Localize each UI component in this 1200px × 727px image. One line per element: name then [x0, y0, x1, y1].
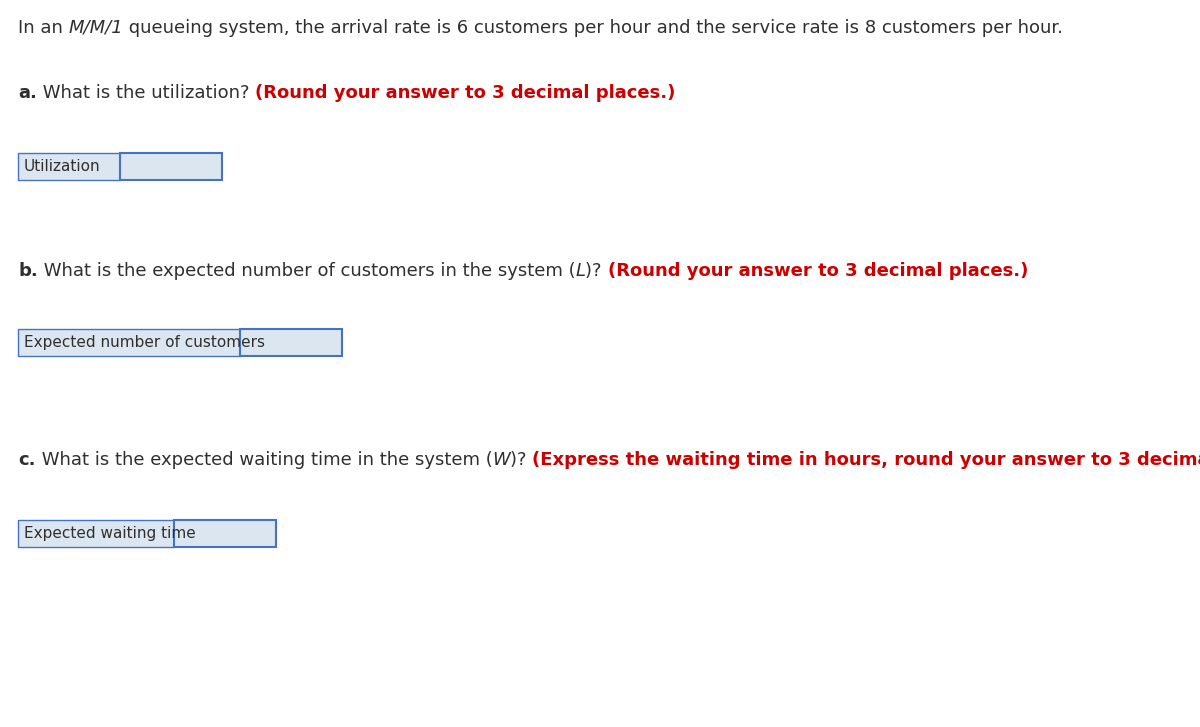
- Text: What is the expected waiting time in the system (: What is the expected waiting time in the…: [36, 451, 492, 470]
- Text: (Express the waiting time in hours, round your answer to 3 decimal places.): (Express the waiting time in hours, roun…: [533, 451, 1200, 470]
- Text: b.: b.: [18, 262, 37, 281]
- Text: (Round your answer to 3 decimal places.): (Round your answer to 3 decimal places.): [256, 84, 676, 103]
- Text: Utilization: Utilization: [24, 159, 101, 174]
- Text: W: W: [492, 451, 510, 470]
- Text: Expected number of customers: Expected number of customers: [24, 335, 265, 350]
- Text: What is the expected number of customers in the system (: What is the expected number of customers…: [37, 262, 575, 281]
- Text: (Round your answer to 3 decimal places.): (Round your answer to 3 decimal places.): [607, 262, 1028, 281]
- Text: a.: a.: [18, 84, 37, 103]
- Text: M/M/1: M/M/1: [68, 19, 124, 37]
- Text: )?: )?: [586, 262, 607, 281]
- Text: In an: In an: [18, 19, 68, 37]
- Text: What is the utilization?: What is the utilization?: [37, 84, 256, 103]
- Text: L: L: [575, 262, 586, 281]
- Text: Expected waiting time: Expected waiting time: [24, 526, 196, 541]
- Text: )?: )?: [510, 451, 533, 470]
- Text: queueing system, the arrival rate is 6 customers per hour and the service rate i: queueing system, the arrival rate is 6 c…: [124, 19, 1063, 37]
- Text: c.: c.: [18, 451, 36, 470]
